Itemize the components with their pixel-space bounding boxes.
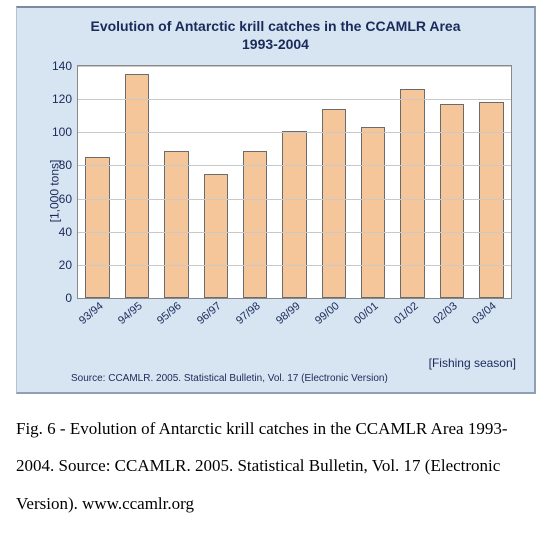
grid-line [78, 99, 511, 100]
plot-area: [1,000 tons] 02040608010012014093/9494/9… [39, 65, 512, 317]
y-tick-label: 100 [52, 125, 72, 139]
chart-panel: Evolution of Antarctic krill catches in … [16, 6, 536, 394]
grid-line [78, 165, 511, 166]
x-tick-label: 01/02 [391, 300, 420, 327]
y-tick-label: 120 [52, 92, 72, 106]
y-tick-label: 20 [59, 258, 72, 272]
x-tick-label: 95/96 [155, 300, 184, 327]
x-tick-label: 02/03 [431, 300, 460, 327]
plot-region: 02040608010012014093/9494/9595/9696/9797… [77, 65, 512, 299]
grid-line [78, 132, 511, 133]
bar [282, 131, 306, 298]
y-tick-label: 140 [52, 59, 72, 73]
y-tick-label: 0 [65, 291, 72, 305]
x-tick-label: 99/00 [313, 300, 342, 327]
y-tick-label: 80 [59, 158, 72, 172]
x-tick-label: 00/01 [352, 300, 381, 327]
bars-container [78, 66, 511, 298]
bar [243, 151, 267, 298]
x-tick-label: 97/98 [234, 300, 263, 327]
x-tick-label: 98/99 [273, 300, 302, 327]
y-tick-label: 60 [59, 192, 72, 206]
x-tick-label: 94/95 [116, 300, 145, 327]
bar [85, 157, 109, 298]
bar [400, 89, 424, 298]
grid-line [78, 199, 511, 200]
grid-line [78, 232, 511, 233]
grid-line [78, 265, 511, 266]
chart-title-line2: 1993-2004 [17, 36, 534, 54]
bar [361, 127, 385, 298]
grid-line [78, 66, 511, 67]
x-tick-label: 96/97 [195, 300, 224, 327]
chart-title-line1: Evolution of Antarctic krill catches in … [17, 18, 534, 36]
x-axis-label: [Fishing season] [429, 356, 516, 370]
bar [164, 151, 188, 298]
bar [204, 174, 228, 298]
bar [322, 109, 346, 298]
chart-title: Evolution of Antarctic krill catches in … [17, 8, 534, 53]
x-tick-label: 93/94 [77, 300, 106, 327]
x-tick-label: 03/04 [470, 300, 499, 327]
figure-caption: Fig. 6 - Evolution of Antarctic krill ca… [16, 410, 536, 522]
y-tick-label: 40 [59, 225, 72, 239]
chart-source: Source: CCAMLR. 2005. Statistical Bullet… [71, 373, 388, 384]
